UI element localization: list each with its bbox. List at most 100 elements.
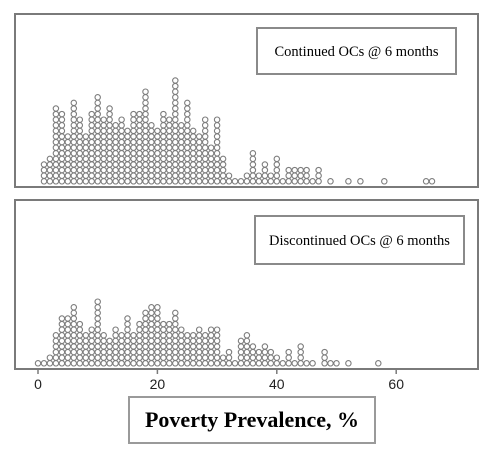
dot-mark (213, 133, 221, 140)
dot-mark (100, 348, 107, 356)
dot-mark (195, 337, 203, 345)
dot-mark (106, 178, 113, 185)
dot-mark (136, 326, 143, 333)
dot-mark (118, 116, 125, 123)
dot-mark (207, 326, 215, 333)
dot-mark (58, 133, 66, 140)
dot-mark (178, 172, 185, 179)
dot-mark (142, 144, 149, 151)
dot-mark (58, 161, 66, 168)
dot-mark (195, 150, 203, 157)
dot-mark (195, 155, 203, 163)
dot-mark (136, 116, 143, 123)
bin-column (285, 348, 292, 367)
panel-2-dots (34, 298, 382, 367)
dot-mark (160, 354, 167, 361)
dot-mark (124, 360, 131, 367)
dot-mark (130, 144, 137, 151)
dot-mark (160, 155, 167, 163)
bin-column (124, 127, 131, 185)
dot-mark (64, 166, 72, 174)
dot-mark (160, 161, 167, 168)
dot-mark (100, 178, 107, 185)
dot-mark (309, 360, 316, 367)
dot-mark (261, 166, 269, 174)
dot-mark (70, 360, 78, 367)
dot-mark (64, 354, 72, 361)
dot-mark (178, 332, 185, 339)
dot-mark (178, 150, 185, 157)
bin-column (207, 144, 215, 185)
dot-mark (64, 133, 72, 140)
dot-mark (261, 354, 269, 361)
dot-mark (267, 360, 275, 367)
dot-mark (142, 309, 149, 317)
dot-mark (148, 150, 155, 157)
dot-mark (94, 332, 101, 339)
dot-mark (273, 360, 281, 367)
dot-mark (70, 122, 78, 129)
bin-column (237, 178, 245, 185)
dot-mark (130, 343, 137, 350)
dot-mark (154, 150, 161, 157)
dot-mark (124, 315, 131, 322)
dot-mark (64, 144, 72, 151)
bin-column (76, 320, 84, 367)
dot-mark (178, 122, 185, 129)
dot-mark (106, 133, 113, 140)
dot-mark (309, 178, 316, 185)
bin-column (166, 116, 173, 185)
dot-mark (154, 337, 161, 345)
dot-mark (201, 172, 209, 179)
dot-mark (321, 360, 328, 367)
dot-mark (243, 332, 251, 339)
dot-mark (70, 304, 78, 311)
bin-column (261, 161, 269, 185)
dot-mark (94, 326, 101, 333)
dot-mark (94, 304, 101, 311)
dot-mark (136, 332, 143, 339)
bin-column (34, 360, 42, 367)
dot-mark (142, 133, 149, 140)
dot-mark (213, 360, 221, 367)
dot-mark (148, 155, 155, 163)
dot-mark (106, 110, 113, 118)
dot-mark (130, 116, 137, 123)
dot-mark (148, 138, 155, 146)
dot-mark (201, 354, 209, 361)
dot-mark (201, 360, 209, 367)
dot-mark (160, 127, 167, 135)
dot-mark (94, 315, 101, 322)
bin-column (291, 166, 298, 185)
dot-mark (148, 133, 155, 140)
dot-mark (178, 348, 185, 356)
dot-mark (82, 332, 90, 339)
panel-1-label: Continued OCs @ 6 months (274, 44, 438, 60)
dot-mark (154, 161, 161, 168)
dot-mark (142, 326, 149, 333)
dot-mark (160, 360, 167, 367)
dot-mark (166, 138, 173, 146)
dot-mark (154, 304, 161, 311)
dot-mark (243, 337, 251, 345)
dot-mark (106, 343, 113, 350)
dot-mark (46, 178, 54, 185)
dot-mark (172, 122, 179, 129)
dot-mark (279, 360, 287, 367)
dot-mark (58, 337, 66, 345)
dot-mark (291, 172, 298, 179)
dot-mark (100, 166, 107, 174)
dot-mark (184, 166, 191, 174)
dot-mark (178, 155, 185, 163)
dot-mark (52, 138, 60, 146)
dot-mark (172, 138, 179, 146)
dot-mark (303, 166, 310, 174)
dot-mark (94, 99, 101, 107)
dot-mark (124, 354, 131, 361)
dot-mark (124, 332, 131, 339)
dot-mark (100, 138, 107, 146)
dot-mark (160, 116, 167, 123)
dot-mark (124, 166, 131, 174)
dot-mark (94, 161, 101, 168)
bin-column (273, 354, 281, 367)
